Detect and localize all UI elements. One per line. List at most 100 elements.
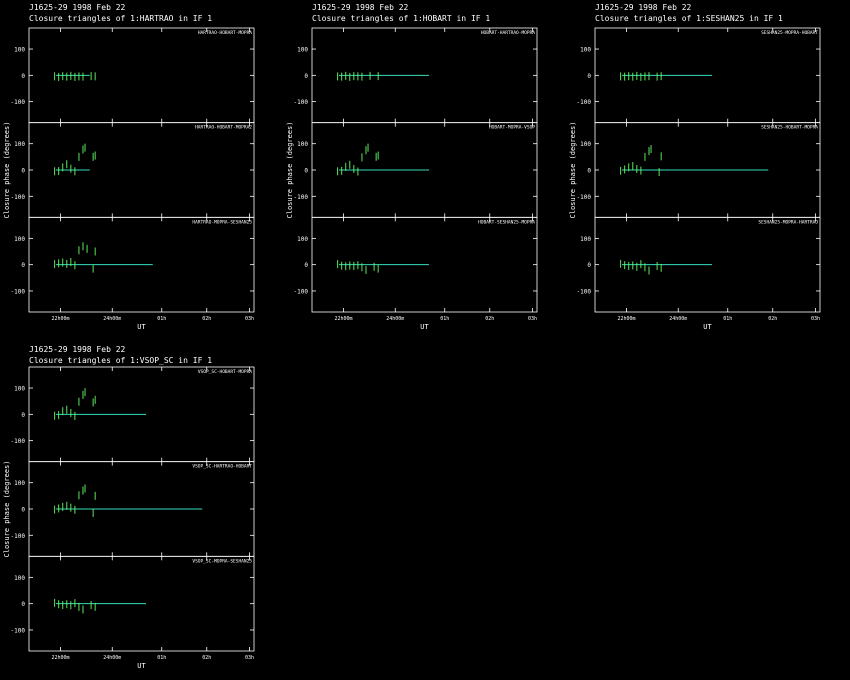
y-tick-label: 0 — [304, 168, 308, 175]
x-tick-label: 24h00m — [669, 316, 687, 322]
baseline-triangle-label: HARTRAO-HOBART-MOPRA — [198, 30, 252, 36]
x-tick-label: 01h — [157, 316, 166, 322]
y-tick-label: 100 — [297, 47, 308, 54]
y-tick-label: -100 — [294, 99, 309, 106]
x-tick-label: 02h — [202, 655, 211, 661]
x-axis-label: UT — [137, 323, 146, 331]
figure-title: J1625-29 1998 Feb 22 — [29, 3, 126, 12]
x-tick-label: 03h — [811, 316, 820, 322]
figure-subtitle: Closure triangles of 1:VSOP_SC in IF 1 — [29, 356, 212, 365]
x-tick-label: 03h — [528, 316, 537, 322]
y-tick-label: -100 — [577, 288, 592, 295]
x-tick-label: 01h — [157, 655, 166, 661]
x-tick-label: 03h — [245, 655, 254, 661]
closure-panel: 100 0 -100 SESHAN25-MOPRA-HOBART — [577, 27, 821, 124]
y-tick-label: 0 — [587, 73, 591, 80]
y-axis-label: Closure phase (degrees) — [569, 122, 577, 219]
y-tick-label: 100 — [580, 47, 591, 54]
x-tick-label: 22h00m — [51, 655, 69, 661]
y-tick-label: 0 — [21, 412, 25, 419]
closure-panel: 100 0 -100 HARTRAO-MOPRA-SESHAN25 — [11, 216, 255, 313]
baseline-triangle-label: HARTRAO-MOPRA-SESHAN25 — [192, 219, 252, 225]
y-tick-label: 100 — [14, 575, 25, 582]
closure-panel: 100 0 -100 SESHAN25-HOBART-MOPRA — [577, 122, 821, 218]
closure-panel: 100 0 -100 HARTRAO-HOBART-MOPRA2 — [11, 122, 255, 218]
y-tick-label: 0 — [21, 73, 25, 80]
x-tick-label: 22h00m — [617, 316, 635, 322]
closure-figure: J1625-29 1998 Feb 22 Closure triangles of… — [569, 3, 821, 331]
x-tick-label: 24h00m — [103, 316, 121, 322]
y-tick-label: -100 — [11, 194, 26, 201]
y-tick-label: -100 — [294, 194, 309, 201]
y-tick-label: -100 — [577, 99, 592, 106]
baseline-triangle-label: HARTRAO-HOBART-MOPRA2 — [195, 125, 252, 131]
x-tick-label: 24h00m — [103, 655, 121, 661]
closure-figure: J1625-29 1998 Feb 22 Closure triangles of… — [3, 345, 255, 670]
y-tick-label: 0 — [304, 262, 308, 269]
x-tick-label: 02h — [768, 316, 777, 322]
y-tick-label: -100 — [11, 533, 26, 540]
closure-figure: J1625-29 1998 Feb 22 Closure triangles of… — [3, 3, 255, 331]
y-tick-label: 0 — [21, 262, 25, 269]
figure-title: J1625-29 1998 Feb 22 — [29, 345, 126, 354]
y-tick-label: 100 — [14, 141, 25, 148]
closure-panel: 100 0 -100 VSOP_SC-HARTRAO-HOBART — [11, 461, 255, 557]
x-tick-label: 22h00m — [51, 316, 69, 322]
baseline-triangle-label: HOBART-HARTRAO-MOPRA — [481, 30, 535, 36]
y-axis-label: Closure phase (degrees) — [3, 461, 11, 558]
y-tick-label: 0 — [21, 168, 25, 175]
closure-panel: 100 0 -100 VSOP_SC-MOPRA-SESHAN25 — [11, 555, 255, 652]
figure-subtitle: Closure triangles of 1:HOBART in IF 1 — [312, 14, 490, 23]
y-tick-label: 100 — [14, 47, 25, 54]
y-axis-label: Closure phase (degrees) — [286, 122, 294, 219]
y-tick-label: 0 — [21, 507, 25, 514]
y-tick-label: 100 — [14, 386, 25, 393]
closure-figure: J1625-29 1998 Feb 22 Closure triangles of… — [286, 3, 538, 331]
baseline-triangle-label: VSOP_SC-HOBART-MOPRA — [198, 369, 252, 375]
x-tick-label: 02h — [202, 316, 211, 322]
baseline-triangle-label: SESHAN25-MOPRA-HOBART — [761, 30, 818, 36]
figure-subtitle: Closure triangles of 1:HARTRAO in IF 1 — [29, 14, 212, 23]
baseline-triangle-label: VSOP_SC-MOPRA-SESHAN25 — [192, 558, 252, 564]
closure-panel: 100 0 -100 HOBART-MOPRA-VSOP — [294, 122, 538, 218]
x-tick-label: 02h — [485, 316, 494, 322]
y-tick-label: 100 — [580, 236, 591, 243]
y-tick-label: 0 — [587, 168, 591, 175]
closure-panel: 100 0 -100 HOBART-HARTRAO-MOPRA — [294, 27, 538, 124]
closure-panel: 100 0 -100 HOBART-SESHAN25-MOPRA — [294, 216, 538, 313]
baseline-triangle-label: VSOP_SC-HARTRAO-HOBART — [192, 464, 252, 470]
closure-panel: 100 0 -100 VSOP_SC-HOBART-MOPRA — [11, 366, 255, 463]
x-axis-label: UT — [420, 323, 429, 331]
y-tick-label: -100 — [11, 627, 26, 634]
y-tick-label: -100 — [11, 438, 26, 445]
figure-subtitle: Closure triangles of 1:SESHAN25 in IF 1 — [595, 14, 783, 23]
y-tick-label: 0 — [304, 73, 308, 80]
y-tick-label: -100 — [577, 194, 592, 201]
y-tick-label: -100 — [11, 288, 26, 295]
closure-panel: 100 0 -100 HARTRAO-HOBART-MOPRA — [11, 27, 255, 124]
x-tick-label: 24h00m — [386, 316, 404, 322]
y-axis-label: Closure phase (degrees) — [3, 122, 11, 219]
figure-title: J1625-29 1998 Feb 22 — [595, 3, 692, 12]
y-tick-label: 100 — [297, 236, 308, 243]
y-tick-label: 0 — [587, 262, 591, 269]
baseline-triangle-label: HOBART-MOPRA-VSOP — [489, 125, 535, 131]
y-tick-label: -100 — [11, 99, 26, 106]
x-tick-label: 01h — [723, 316, 732, 322]
y-tick-label: -100 — [294, 288, 309, 295]
y-tick-label: 100 — [14, 480, 25, 487]
x-axis-label: UT — [137, 662, 146, 670]
figure-title: J1625-29 1998 Feb 22 — [312, 3, 409, 12]
y-tick-label: 100 — [14, 236, 25, 243]
baseline-triangle-label: HOBART-SESHAN25-MOPRA — [478, 219, 535, 225]
closure-panel: 100 0 -100 SESHAN25-MOPRA-HARTRAO — [577, 216, 821, 313]
x-tick-label: 01h — [440, 316, 449, 322]
baseline-triangle-label: SESHAN25-MOPRA-HARTRAO — [758, 219, 818, 225]
y-tick-label: 100 — [297, 141, 308, 148]
y-tick-label: 100 — [580, 141, 591, 148]
x-tick-label: 03h — [245, 316, 254, 322]
baseline-triangle-label: SESHAN25-HOBART-MOPRA — [761, 125, 818, 131]
y-tick-label: 0 — [21, 601, 25, 608]
x-axis-label: UT — [703, 323, 712, 331]
